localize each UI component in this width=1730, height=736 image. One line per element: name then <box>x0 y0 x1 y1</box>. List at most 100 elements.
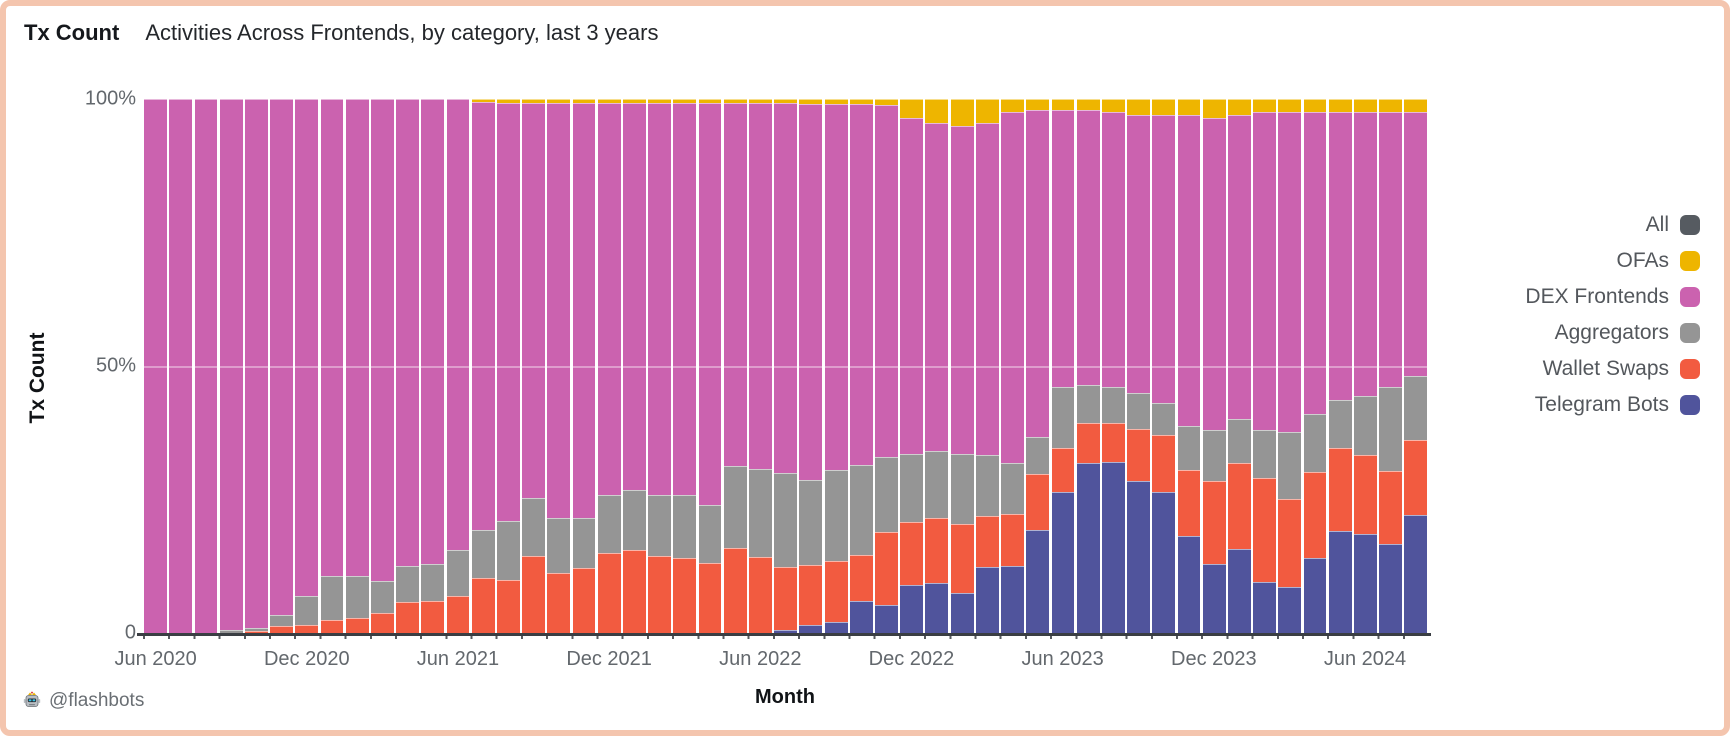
segment-wallet-swaps[interactable] <box>900 521 924 585</box>
bar-oct-2021[interactable] <box>546 99 571 633</box>
segment-wallet-swaps[interactable] <box>1127 429 1150 482</box>
segment-wallet-swaps[interactable] <box>1278 498 1302 587</box>
segment-wallet-swaps[interactable] <box>345 617 369 633</box>
segment-telegram-bots[interactable] <box>849 600 873 633</box>
segment-aggregators[interactable] <box>497 520 520 581</box>
segment-ofas[interactable] <box>1278 99 1302 113</box>
segment-ofas[interactable] <box>900 99 924 118</box>
segment-ofas[interactable] <box>799 99 823 104</box>
segment-ofas[interactable] <box>875 99 898 106</box>
segment-wallet-swaps[interactable] <box>1303 472 1327 559</box>
segment-aggregators[interactable] <box>824 470 848 562</box>
segment-dex-frontends[interactable] <box>421 99 445 565</box>
segment-ofas[interactable] <box>925 99 949 124</box>
segment-aggregators[interactable] <box>1001 462 1024 514</box>
segment-dex-frontends[interactable] <box>975 123 999 456</box>
segment-aggregators[interactable] <box>320 575 344 621</box>
segment-dex-frontends[interactable] <box>824 104 848 471</box>
segment-ofas[interactable] <box>1026 99 1050 110</box>
segment-telegram-bots[interactable] <box>824 622 848 633</box>
bar-aug-2022[interactable] <box>798 99 823 633</box>
bar-mar-2022[interactable] <box>672 99 697 633</box>
bar-dec-2022[interactable] <box>899 99 924 633</box>
segment-ofas[interactable] <box>1404 99 1428 113</box>
segment-dex-frontends[interactable] <box>648 102 672 496</box>
segment-dex-frontends[interactable] <box>547 102 571 518</box>
bar-sep-2021[interactable] <box>521 99 546 633</box>
segment-dex-frontends[interactable] <box>1227 115 1251 420</box>
segment-aggregators[interactable] <box>522 498 546 556</box>
segment-wallet-swaps[interactable] <box>1328 447 1352 532</box>
segment-wallet-swaps[interactable] <box>1051 448 1075 492</box>
legend-item-telegram-bots[interactable]: Telegram Bots <box>1525 393 1700 416</box>
segment-dex-frontends[interactable] <box>698 102 722 506</box>
segment-dex-frontends[interactable] <box>925 123 949 452</box>
bar-jun-2023[interactable] <box>1050 99 1075 633</box>
segment-dex-frontends[interactable] <box>1404 112 1428 376</box>
segment-wallet-swaps[interactable] <box>1152 434 1176 492</box>
segment-dex-frontends[interactable] <box>1026 109 1050 437</box>
segment-ofas[interactable] <box>1001 99 1024 113</box>
bar-apr-2024[interactable] <box>1302 99 1327 633</box>
segment-telegram-bots[interactable] <box>1001 566 1024 633</box>
bar-dec-2023[interactable] <box>1202 99 1227 633</box>
segment-wallet-swaps[interactable] <box>1177 469 1201 537</box>
segment-dex-frontends[interactable] <box>1353 112 1377 397</box>
segment-telegram-bots[interactable] <box>1051 491 1075 633</box>
segment-aggregators[interactable] <box>1101 387 1125 424</box>
segment-dex-frontends[interactable] <box>144 99 168 633</box>
bar-jul-2020[interactable] <box>168 99 193 633</box>
segment-telegram-bots[interactable] <box>900 584 924 633</box>
segment-aggregators[interactable] <box>1026 436 1050 474</box>
bar-dec-2021[interactable] <box>597 99 622 633</box>
bar-feb-2023[interactable] <box>950 99 975 633</box>
segment-dex-frontends[interactable] <box>1379 112 1402 388</box>
segment-ofas[interactable] <box>673 99 697 103</box>
segment-telegram-bots[interactable] <box>1101 461 1125 633</box>
segment-telegram-bots[interactable] <box>1404 515 1428 633</box>
segment-ofas[interactable] <box>1253 99 1276 113</box>
segment-telegram-bots[interactable] <box>1026 529 1050 633</box>
segment-aggregators[interactable] <box>1253 429 1276 478</box>
segment-dex-frontends[interactable] <box>799 103 823 480</box>
segment-telegram-bots[interactable] <box>1353 534 1377 633</box>
segment-ofas[interactable] <box>1152 99 1176 116</box>
segment-dex-frontends[interactable] <box>1076 109 1100 385</box>
segment-aggregators[interactable] <box>1353 396 1377 456</box>
segment-dex-frontends[interactable] <box>295 99 319 596</box>
bar-oct-2020[interactable] <box>244 99 269 633</box>
segment-aggregators[interactable] <box>396 566 420 602</box>
segment-dex-frontends[interactable] <box>623 102 646 490</box>
bar-jul-2023[interactable] <box>1076 99 1101 633</box>
segment-ofas[interactable] <box>975 99 999 124</box>
segment-wallet-swaps[interactable] <box>875 531 898 606</box>
segment-aggregators[interactable] <box>1152 403 1176 435</box>
segment-dex-frontends[interactable] <box>446 99 470 551</box>
segment-dex-frontends[interactable] <box>270 99 294 616</box>
segment-wallet-swaps[interactable] <box>774 566 798 631</box>
bar-feb-2022[interactable] <box>647 99 672 633</box>
segment-aggregators[interactable] <box>975 455 999 516</box>
segment-aggregators[interactable] <box>723 465 747 549</box>
segment-wallet-swaps[interactable] <box>1076 422 1100 463</box>
segment-ofas[interactable] <box>597 99 621 103</box>
legend-item-ofas[interactable]: OFAs <box>1525 249 1700 272</box>
segment-wallet-swaps[interactable] <box>673 558 697 633</box>
segment-ofas[interactable] <box>774 99 798 104</box>
segment-aggregators[interactable] <box>749 469 772 557</box>
segment-telegram-bots[interactable] <box>1253 581 1276 633</box>
segment-wallet-swaps[interactable] <box>799 565 823 625</box>
bar-apr-2022[interactable] <box>697 99 722 633</box>
bar-jul-2022[interactable] <box>773 99 798 633</box>
bar-jun-2022[interactable] <box>748 99 773 633</box>
segment-aggregators[interactable] <box>572 517 596 568</box>
segment-dex-frontends[interactable] <box>194 99 218 633</box>
bar-jun-2020[interactable] <box>143 99 168 633</box>
segment-ofas[interactable] <box>1202 99 1226 118</box>
segment-wallet-swaps[interactable] <box>1353 455 1377 535</box>
segment-aggregators[interactable] <box>799 479 823 566</box>
segment-aggregators[interactable] <box>1227 419 1251 463</box>
segment-telegram-bots[interactable] <box>875 605 898 633</box>
segment-dex-frontends[interactable] <box>1001 112 1024 463</box>
bar-mar-2021[interactable] <box>370 99 395 633</box>
